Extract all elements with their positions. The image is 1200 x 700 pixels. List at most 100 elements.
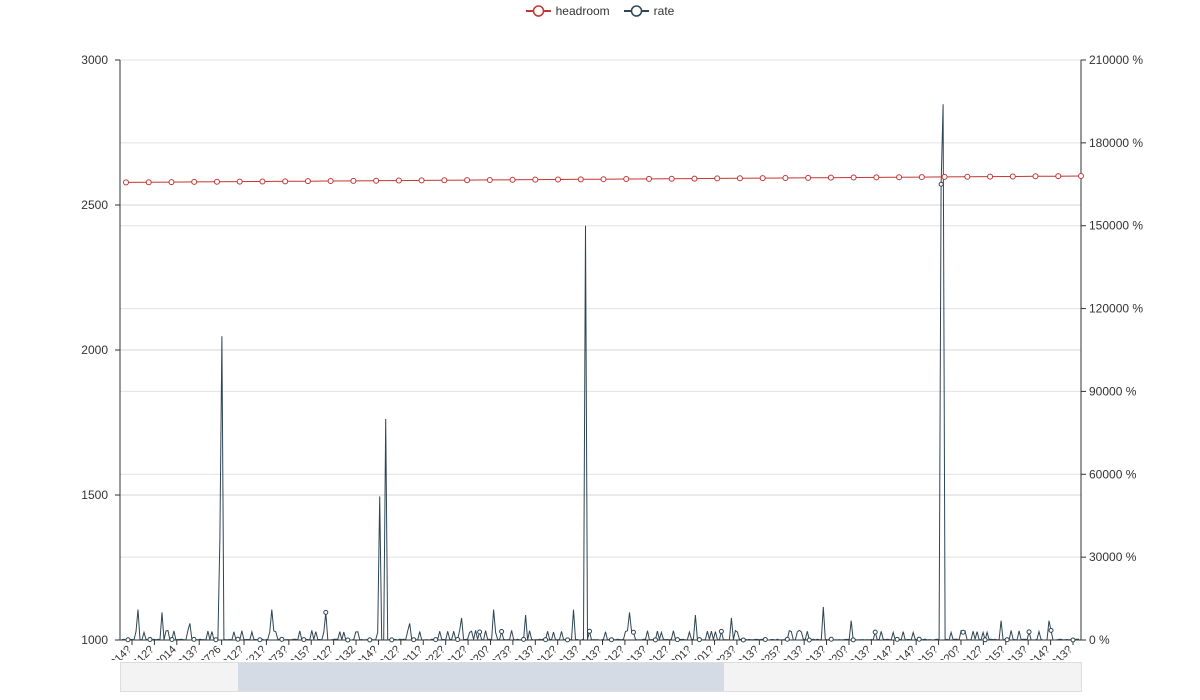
rate-point [1048, 627, 1054, 633]
rate-point [191, 636, 197, 642]
rate-point [718, 628, 724, 634]
headroom-point [1009, 173, 1016, 180]
headroom-point [827, 174, 834, 181]
rate-point [565, 637, 571, 643]
headroom-point [714, 175, 721, 182]
chart: 1000 1500 2000 2500 3000 0 % 30000 % 60000 % 90… [65, 53, 1143, 660]
rate-point [499, 628, 505, 634]
headroom-point [236, 178, 243, 185]
rate-point [828, 636, 834, 642]
headroom-point [123, 179, 129, 186]
right-tick-label: 120000 % [1089, 302, 1143, 316]
rate-point [301, 637, 307, 643]
headroom-point [577, 176, 584, 183]
headroom-point [464, 177, 471, 184]
headroom-point [282, 178, 289, 185]
left-tick-label: 2500 [81, 198, 108, 212]
headroom-point [304, 178, 311, 185]
left-tick-label: 1000 [81, 633, 108, 647]
data-zoom-window[interactable] [238, 663, 724, 691]
headroom-point [623, 176, 630, 183]
headroom-point [873, 174, 880, 181]
rate-point [125, 637, 131, 643]
left-y-axis: 1000 1500 2000 2500 3000 [81, 53, 121, 647]
headroom-point [918, 174, 925, 181]
rate-point [279, 636, 285, 642]
headroom-point [350, 177, 357, 184]
headroom-point [941, 173, 948, 180]
rate-point [872, 629, 878, 635]
rate-point [938, 181, 944, 187]
headroom-point [418, 177, 425, 184]
rate-point [762, 636, 768, 642]
rate-point [894, 636, 900, 642]
rate-point [806, 637, 812, 643]
left-tick-label: 2000 [81, 343, 108, 357]
rate-point [367, 637, 373, 643]
headroom-point [555, 176, 562, 183]
headroom-point [850, 174, 857, 181]
rate-point [960, 629, 966, 635]
rate-point [323, 609, 329, 615]
right-tick-label: 180000 % [1089, 136, 1143, 150]
headroom-point [668, 175, 675, 182]
headroom-point [987, 173, 994, 180]
rate-point [411, 637, 417, 643]
headroom-point [600, 176, 607, 183]
headroom-point [691, 175, 698, 182]
rate-point [696, 637, 702, 643]
headroom-point [259, 178, 266, 185]
right-tick-label: 90000 % [1089, 384, 1137, 398]
headroom-point [373, 177, 380, 184]
rate-point [982, 637, 988, 643]
right-tick-label: 0 % [1089, 633, 1110, 647]
rate-point [1004, 637, 1010, 643]
legend-item-headroom[interactable]: headroom [525, 2, 610, 20]
left-tick-label: 1500 [81, 488, 108, 502]
headroom-point [168, 179, 175, 186]
right-tick-label: 60000 % [1089, 467, 1137, 481]
headroom-point [213, 178, 220, 185]
legend: headroom rate [0, 2, 1200, 20]
rate-point [784, 636, 790, 642]
rate-point [674, 637, 680, 643]
legend-label-headroom: headroom [555, 4, 610, 18]
legend-label-rate: rate [653, 4, 675, 18]
rate-point [608, 637, 614, 643]
headroom-point [532, 176, 539, 183]
headroom-point [395, 177, 402, 184]
x-axis: 2018100723014?201810081412?2018100908014… [65, 639, 1081, 660]
rate-point [630, 629, 636, 635]
headroom-point [145, 179, 152, 186]
headroom-point [441, 177, 448, 184]
rate-line [121, 104, 1079, 642]
legend-item-rate[interactable]: rate [623, 2, 675, 20]
rate-point [433, 637, 439, 643]
rate-point [740, 637, 746, 643]
headroom-point [1032, 173, 1039, 180]
right-tick-label: 30000 % [1089, 550, 1137, 564]
right-y-axis: 0 % 30000 % 60000 % 90000 % 120000 % 150000 %… [1080, 53, 1143, 647]
rate-point [1070, 637, 1076, 643]
headroom-point [1078, 173, 1084, 179]
rate-point [543, 637, 549, 643]
rate-legend-icon [623, 5, 649, 17]
series-headroom [123, 173, 1084, 186]
series-rate [121, 104, 1079, 643]
data-zoom-slider[interactable] [120, 662, 1082, 692]
rate-point [213, 637, 219, 643]
rate-point [587, 628, 593, 634]
rate-point [850, 637, 856, 643]
right-tick-label: 210000 % [1089, 53, 1143, 67]
headroom-point [645, 175, 652, 182]
headroom-point [1055, 173, 1062, 180]
headroom-point [191, 178, 198, 185]
rate-point [257, 637, 263, 643]
right-tick-label: 150000 % [1089, 219, 1143, 233]
rate-point [389, 637, 395, 643]
headroom-point [509, 176, 516, 183]
headroom-point [782, 174, 789, 181]
rate-point [916, 636, 922, 642]
rate-point [235, 636, 241, 642]
rate-point [169, 637, 175, 643]
